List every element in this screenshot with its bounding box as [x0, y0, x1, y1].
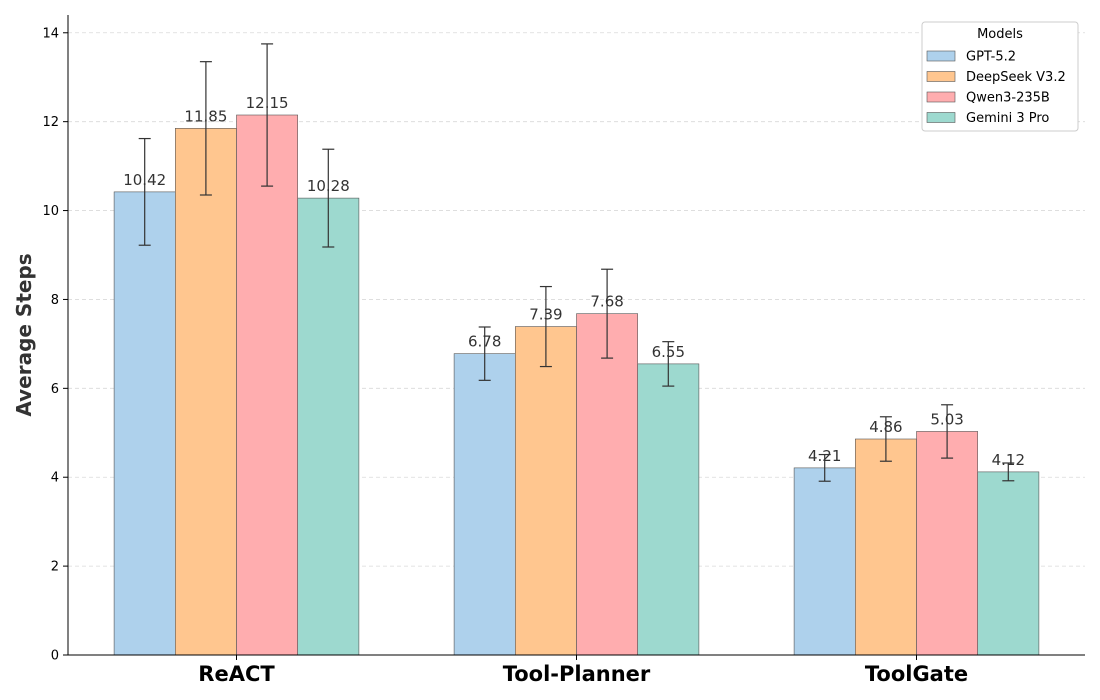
bar — [113, 191, 176, 656]
bar — [854, 438, 917, 656]
legend: Models GPT-5.2 DeepSeek V3.2 Qwen3-235B Gemi… — [921, 21, 1079, 132]
legend-title: Models — [977, 27, 1023, 42]
data-label: 10.28 — [307, 177, 350, 195]
legend-frame — [921, 21, 1079, 132]
data-label: 10.42 — [123, 171, 166, 189]
legend-entry: Qwen3-235B — [966, 91, 1050, 106]
legend-swatch — [926, 91, 956, 103]
x-tick-label: ToolGate — [865, 662, 968, 686]
bar — [297, 197, 360, 656]
y-tick-label: 2 — [51, 560, 59, 575]
bar — [175, 128, 237, 656]
data-label: 4.12 — [992, 451, 1025, 469]
bar — [514, 326, 577, 656]
legend-swatch — [926, 50, 956, 62]
y-tick-label: 10 — [42, 204, 59, 219]
bar — [977, 471, 1040, 656]
data-label: 12.15 — [246, 94, 289, 112]
bars — [113, 114, 1040, 656]
bar — [916, 431, 979, 656]
y-tick-label: 8 — [51, 293, 59, 308]
x-tick-label: Tool-Planner — [503, 662, 651, 686]
data-label: 7.39 — [529, 306, 562, 324]
bar — [793, 467, 856, 656]
data-label: 11.85 — [184, 107, 227, 125]
bar — [236, 114, 299, 656]
data-labels: 10.42 11.85 12.15 10.28 6.78 7.39 7.68 6.55 4.21… — [123, 94, 1025, 469]
legend-entry: DeepSeek V3.2 — [966, 70, 1066, 85]
data-label: 6.78 — [468, 333, 501, 351]
y-tick-label: 4 — [51, 471, 59, 486]
legend-entry: GPT-5.2 — [966, 50, 1016, 65]
data-label: 4.86 — [869, 418, 902, 436]
bar — [453, 353, 516, 656]
bar — [637, 363, 700, 656]
bar — [576, 313, 639, 656]
data-label: 7.68 — [590, 293, 623, 311]
y-tick-label: 12 — [42, 115, 59, 130]
axes: 0 2 4 6 8 10 12 14 ReACT Tool-Planner ToolGate — [42, 15, 1085, 686]
y-axis-label: Average Steps — [12, 253, 36, 416]
x-tick-label: ReACT — [198, 662, 275, 686]
error-bars — [138, 43, 1015, 482]
y-tick-label: 0 — [51, 649, 59, 664]
data-label: 4.21 — [808, 447, 841, 465]
y-tick-label: 6 — [51, 382, 59, 397]
legend-entry: Gemini 3 Pro — [966, 111, 1049, 126]
legend-swatch — [926, 71, 956, 82]
data-label: 6.55 — [652, 343, 685, 361]
y-tick-label: 14 — [42, 26, 59, 41]
legend-swatch — [926, 112, 956, 123]
data-label: 5.03 — [930, 410, 963, 428]
